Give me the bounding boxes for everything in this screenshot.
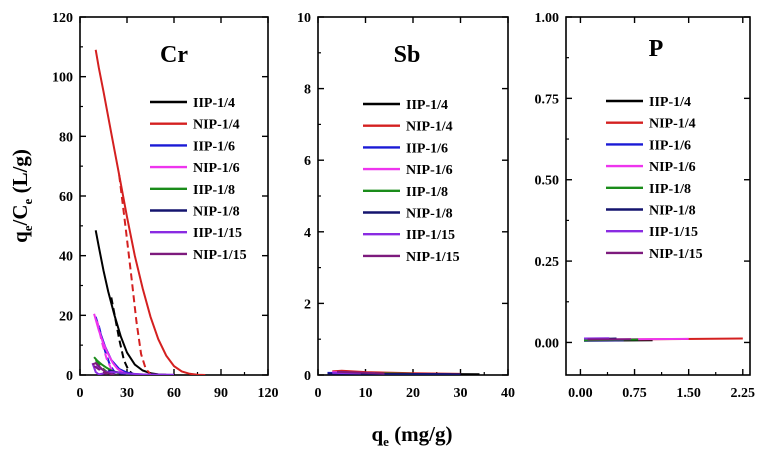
panel-p-legend-label: NIP-1/15 [649,247,703,262]
panel-p-legend-label: IIP-1/8 [649,182,691,197]
panel-cr-legend-label: IIP-1/4 [193,96,235,111]
panel-sb-y-tick-label: 10 [297,11,311,26]
panel-sb-x-tick-label: 40 [501,386,515,401]
panel-p-x-tick-label: 1.50 [676,386,701,401]
x-axis-title-text: qe (mg/g) [371,422,452,449]
panel-sb-x-tick-label: 30 [454,386,468,401]
y-axis-title: qe/Ce (L/g) [8,149,35,243]
panel-sb-legend-label: NIP-1/4 [406,120,453,135]
panel-cr-y-tick-label: 60 [59,190,73,205]
panel-sb-legend-label: IIP-1/8 [406,185,448,200]
panel-p-legend-label: IIP-1/6 [649,138,691,153]
panel-sb-y-tick-label: 4 [304,226,311,241]
panel-p-title: P [649,36,664,62]
panel-sb-legend-label: NIP-1/15 [406,250,460,265]
panel-sb-legend-label: NIP-1/6 [406,163,453,178]
panel-sb-legend: IIP-1/4 NIP-1/4 IIP-1/6 NIP-1/6 IIP-1/8 NIP-1… [363,98,460,265]
panel-p: 0.00 0.75 1.50 2.25 0.00 0.25 0.50 0.75 1.00 P IIP… [535,11,756,401]
panel-sb-y-tick-label: 2 [304,297,311,312]
panel-sb-y-tick-label: 6 [304,154,311,169]
panel-cr-y-tick-label: 20 [59,309,73,324]
panel-cr-series-group [93,50,206,375]
panel-sb: 0 10 20 30 40 0 2 4 6 8 10 Sb IIP-1/4 NIP-1/4 IIP-1/6 N… [297,11,515,401]
panel-cr-legend-label: NIP-1/15 [193,248,247,263]
panel-cr-x-tick-label: 90 [214,386,228,401]
panel-p-y-tick-label: 0.75 [535,92,560,107]
panel-cr-title: Cr [160,42,188,68]
panel-p-legend-label: NIP-1/8 [649,204,696,219]
panel-sb-legend-label: IIP-1/15 [406,228,455,243]
panel-p-legend-label: IIP-1/15 [649,225,698,240]
panel-cr-legend-label: NIP-1/6 [193,161,240,176]
panel-p-x-tick-label: 0.00 [568,386,593,401]
panel-p-x-tick-label: 0.75 [622,386,647,401]
panel-cr-y-tick-label: 0 [66,369,73,384]
panel-sb-y-tick-label: 8 [304,83,311,98]
panel-cr-legend-label: IIP-1/6 [193,139,235,154]
panel-cr-legend-label: NIP-1/8 [193,205,240,220]
panel-cr-x-tick-label: 30 [120,386,134,401]
panel-sb-x-tick-label: 20 [406,386,420,401]
panel-sb-x-tick-label: 10 [359,386,373,401]
panel-sb-y-tick-label: 0 [304,369,311,384]
panel-cr-x-tick-label: 0 [77,386,84,401]
panel-p-y-tick-label: 1.00 [535,11,560,26]
panel-cr-legend: IIP-1/4 NIP-1/4 IIP-1/6 NIP-1/6 IIP-1/8 NIP-1… [150,96,247,263]
panel-cr-y-tick-label: 100 [52,71,73,86]
panel-sb-legend-label: IIP-1/6 [406,141,448,156]
panel-cr-x-tick-label: 60 [167,386,181,401]
panel-sb-legend-label: NIP-1/8 [406,207,453,222]
panel-cr-series-nip-1-4 [96,50,206,375]
panel-cr-legend-label: IIP-1/15 [193,226,242,241]
panel-p-y-tick-label: 0.00 [535,336,560,351]
panel-cr-y-tick-label: 120 [52,11,73,26]
panel-cr-legend-label: IIP-1/8 [193,183,235,198]
panel-sb-title: Sb [394,42,421,68]
panel-p-legend: IIP-1/4 NIP-1/4 IIP-1/6 NIP-1/6 IIP-1/8 NIP-1… [606,95,703,262]
y-axis-title-text: qe/Ce (L/g) [8,149,35,243]
panel-p-series-group [584,338,743,341]
panel-sb-x-tick-label: 0 [315,386,322,401]
panel-cr-x-tick-label: 120 [258,386,279,401]
panel-sb-legend-label: IIP-1/4 [406,98,448,113]
panel-cr-y-tick-label: 40 [59,250,73,265]
panel-p-x-tick-label: 2.25 [731,386,756,401]
panel-sb-series-group [328,371,480,375]
panel-p-y-tick-label: 0.25 [535,255,560,270]
panel-cr-legend-label: NIP-1/4 [193,118,240,133]
panel-p-legend-label: NIP-1/6 [649,160,696,175]
panel-p-legend-label: IIP-1/4 [649,95,691,110]
panel-cr-fit-iip-1-6 [99,326,118,375]
panel-cr: 0 30 60 90 120 0 20 40 60 80 100 120 Cr IIP-1/4 NIP-1/… [52,11,279,401]
panel-p-legend-label: NIP-1/4 [649,117,696,132]
panel-cr-y-tick-label: 80 [59,130,73,145]
x-axis-title: qe (mg/g) [371,422,452,449]
panel-cr-frame [80,17,268,375]
panel-p-y-tick-label: 0.50 [535,174,560,189]
